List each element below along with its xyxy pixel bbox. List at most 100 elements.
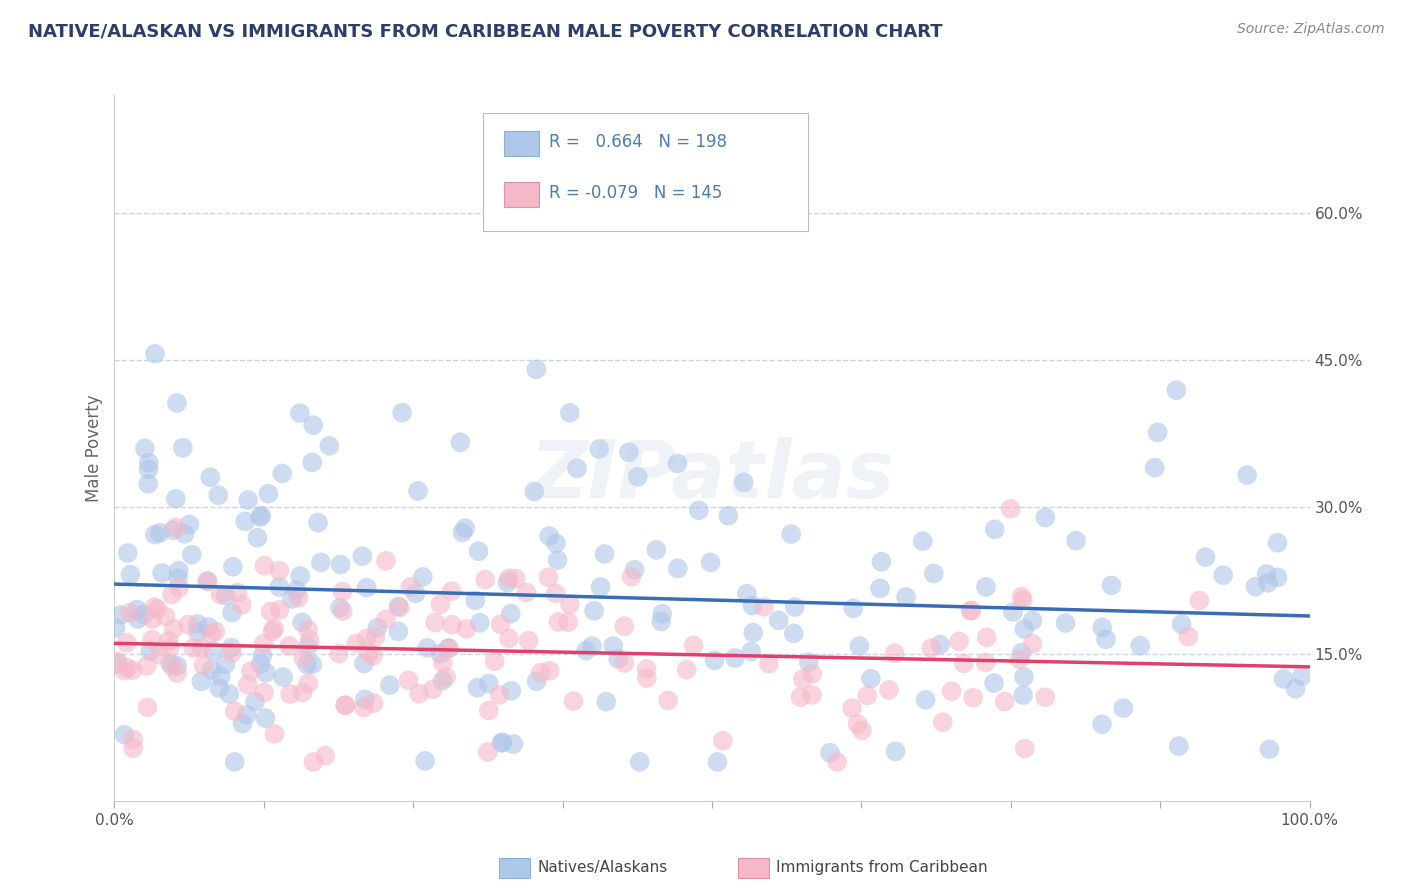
Point (122, 732, 145, 747)
Point (477, 745, 499, 759)
Point (478, 703, 501, 717)
Point (297, 640, 319, 654)
Point (366, 621, 388, 635)
Point (941, 684, 963, 698)
Point (197, 574, 219, 589)
Point (1011, 593, 1033, 607)
Point (112, 728, 135, 742)
Point (157, 634, 180, 648)
Point (1012, 670, 1035, 684)
Point (406, 483, 429, 498)
Point (530, 665, 553, 680)
Point (1267, 570, 1289, 584)
Point (1256, 566, 1278, 581)
Point (239, 664, 262, 678)
Point (285, 582, 308, 597)
Point (148, 648, 170, 662)
Point (166, 658, 188, 673)
Point (1095, 632, 1118, 647)
Point (1112, 701, 1135, 715)
Point (254, 711, 277, 725)
Point (711, 733, 734, 747)
Point (288, 569, 311, 583)
Point (911, 534, 934, 549)
Point (416, 640, 439, 655)
Point (650, 615, 672, 629)
Point (752, 599, 775, 614)
Point (253, 685, 276, 699)
Point (200, 470, 222, 484)
Point (1167, 739, 1189, 753)
Point (291, 685, 314, 699)
Point (307, 516, 329, 530)
Point (165, 491, 187, 506)
Point (929, 638, 952, 652)
Point (432, 673, 454, 688)
Point (451, 525, 474, 540)
Point (259, 605, 281, 619)
Point (706, 755, 728, 769)
Point (422, 682, 444, 697)
Point (353, 692, 375, 706)
Point (1146, 425, 1168, 440)
Point (117, 546, 139, 560)
Point (278, 639, 301, 653)
Point (222, 559, 245, 574)
Point (841, 701, 863, 715)
Point (136, 700, 159, 714)
Text: ZIPatlas: ZIPatlas (530, 437, 894, 516)
Point (1129, 639, 1152, 653)
Point (589, 580, 612, 594)
Point (666, 561, 689, 575)
Point (496, 575, 519, 590)
Point (143, 527, 166, 541)
Point (797, 655, 820, 669)
Point (801, 666, 824, 681)
Point (547, 553, 569, 567)
Point (375, 612, 398, 626)
Point (1143, 460, 1166, 475)
Point (117, 661, 139, 675)
Point (1000, 501, 1022, 516)
Text: R =   0.664   N = 198: R = 0.664 N = 198 (548, 133, 727, 151)
Point (501, 683, 523, 698)
Point (252, 648, 274, 663)
Point (353, 700, 375, 714)
Point (468, 615, 491, 630)
Point (666, 457, 689, 471)
Point (120, 567, 142, 582)
Point (502, 737, 524, 751)
Point (221, 646, 243, 660)
Point (177, 617, 200, 632)
Point (429, 598, 451, 612)
Point (187, 625, 209, 640)
Point (364, 630, 387, 644)
Point (688, 503, 710, 517)
Point (499, 607, 522, 621)
Point (159, 657, 181, 671)
Point (740, 644, 762, 658)
Point (627, 470, 650, 484)
Point (524, 362, 547, 376)
Point (994, 694, 1017, 708)
Point (558, 597, 581, 611)
Point (498, 632, 520, 646)
Point (278, 687, 301, 701)
Point (783, 600, 806, 615)
Point (329, 600, 352, 615)
Point (538, 664, 561, 678)
Point (141, 612, 163, 626)
Point (224, 704, 246, 718)
Point (733, 475, 755, 490)
Point (962, 690, 984, 705)
Point (252, 637, 274, 651)
Point (456, 622, 478, 636)
Point (207, 488, 229, 502)
Point (1054, 616, 1077, 631)
Point (328, 647, 350, 661)
Point (974, 656, 997, 670)
Point (139, 644, 162, 658)
Point (948, 634, 970, 648)
Point (1267, 535, 1289, 549)
Point (800, 688, 823, 702)
